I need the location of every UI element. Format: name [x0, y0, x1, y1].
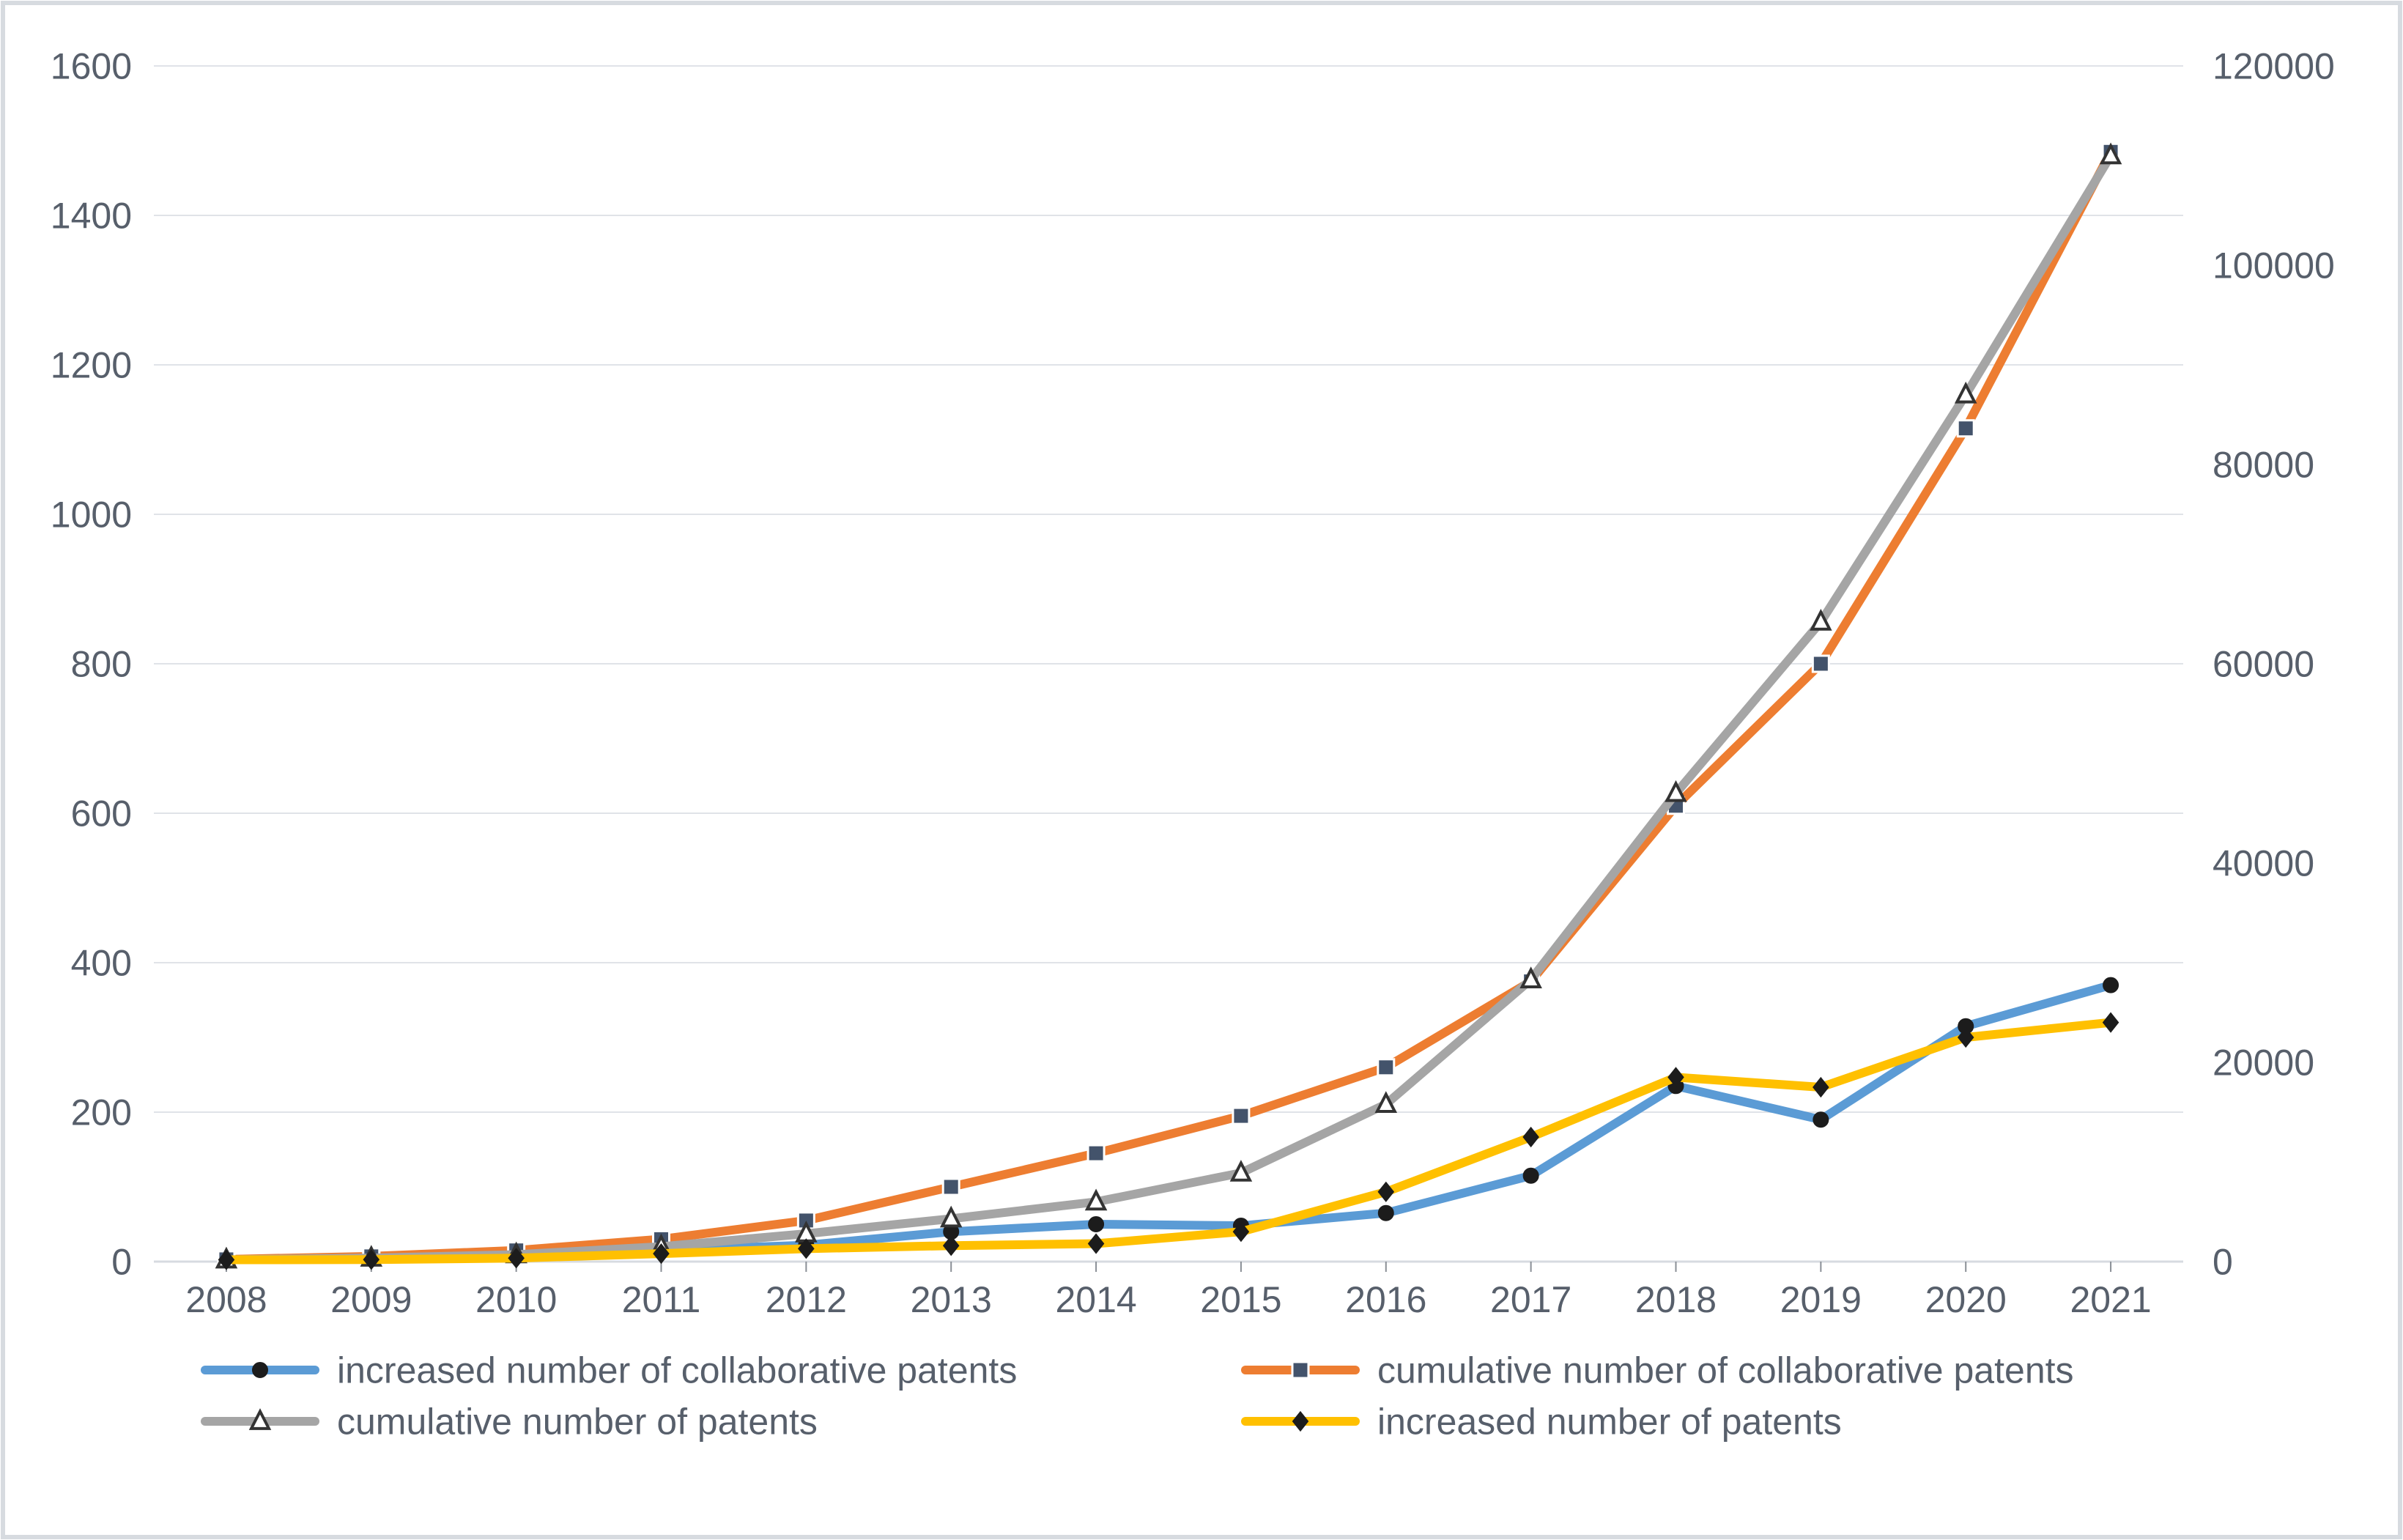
x-tick-label: 2020 [1925, 1279, 2007, 1320]
y-right-tick-label: 80000 [2213, 445, 2314, 486]
y-left-tick-label: 200 [71, 1092, 132, 1133]
y-left-tick-label: 1200 [51, 345, 132, 386]
legend-label: increased number of patents [1377, 1402, 1842, 1443]
x-tick-label: 2013 [911, 1279, 992, 1320]
patent-chart: 0 200 400 600 800 1000 1200 1400 1600 0 20000 40000… [0, 0, 2403, 1540]
y-left-tick-label: 1000 [51, 495, 132, 536]
y-right-tick-label: 60000 [2213, 644, 2314, 685]
y-left-tick-label: 600 [71, 793, 132, 834]
legend-label: cumulative number of patents [337, 1402, 818, 1443]
x-tick-label: 2012 [766, 1279, 847, 1320]
x-tick-label: 2014 [1055, 1279, 1136, 1320]
x-tick-label: 2008 [185, 1279, 267, 1320]
x-tick-label: 2021 [2070, 1279, 2151, 1320]
y-left-tick-label: 1600 [51, 46, 132, 87]
x-tick-label: 2018 [1635, 1279, 1717, 1320]
y-right-tick-label: 100000 [2213, 245, 2335, 286]
x-tick-label: 2010 [475, 1279, 557, 1320]
x-tick-label: 2019 [1780, 1279, 1862, 1320]
y-right-tick-label: 120000 [2213, 46, 2335, 87]
y-right-tick-label: 0 [2213, 1242, 2233, 1283]
legend-label: increased number of collaborative patent… [337, 1350, 1017, 1391]
x-tick-label: 2016 [1345, 1279, 1426, 1320]
y-left-tick-label: 1400 [51, 196, 132, 237]
y-left-tick-label: 800 [71, 644, 132, 685]
legend-label: cumulative number of collaborative paten… [1377, 1350, 2074, 1391]
x-tick-label: 2017 [1490, 1279, 1571, 1320]
x-tick-label: 2009 [330, 1279, 412, 1320]
y-right-tick-label: 40000 [2213, 843, 2314, 884]
y-left-tick-label: 0 [111, 1242, 132, 1283]
x-tick-label: 2015 [1200, 1279, 1281, 1320]
y-left-tick-label: 400 [71, 943, 132, 984]
chart-container: 0 200 400 600 800 1000 1200 1400 1600 0 20000 40000… [0, 0, 2403, 1540]
x-tick-label: 2011 [622, 1279, 701, 1320]
y-right-tick-label: 20000 [2213, 1043, 2314, 1084]
